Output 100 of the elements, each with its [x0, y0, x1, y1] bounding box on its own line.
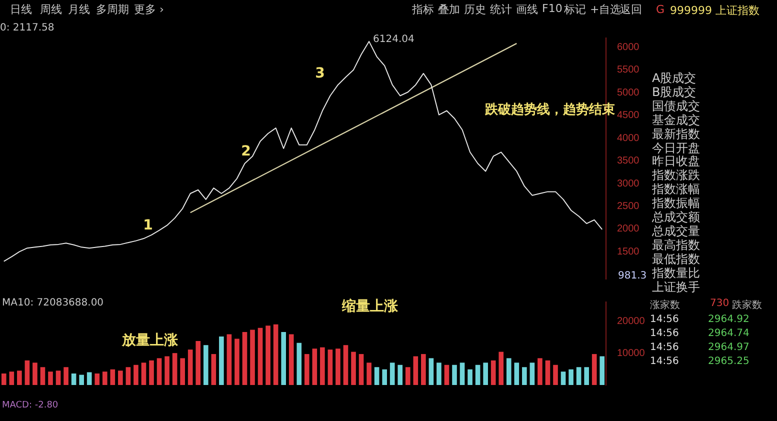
bar: [172, 353, 178, 385]
bar: [164, 356, 170, 385]
bar: [498, 352, 504, 385]
bar: [506, 358, 512, 385]
text: B股成交: [652, 84, 696, 100]
text: 14:56: [650, 356, 679, 367]
annotation: 1: [143, 218, 153, 234]
bar: [94, 374, 100, 385]
text: F10: [542, 2, 562, 15]
bar: [281, 332, 286, 385]
bar: [226, 334, 232, 385]
text: 总成交量: [652, 223, 700, 238]
y-tick-label: 10000: [617, 348, 646, 359]
text: 14:56: [650, 342, 679, 353]
bar: [328, 350, 333, 385]
bar: [304, 354, 310, 385]
bar: [545, 360, 550, 385]
text: 最低指数: [652, 251, 700, 267]
text: 14:56: [650, 328, 679, 339]
bar: [366, 362, 372, 385]
bar: [576, 367, 582, 385]
text: 叠加: [438, 2, 460, 17]
text: 标记: [564, 2, 586, 17]
y-tick-label: 2000: [617, 224, 640, 235]
text: 999999 上证指数: [670, 3, 760, 18]
bar: [196, 340, 201, 385]
text: 最高指数: [652, 237, 700, 253]
text: 统计: [490, 2, 512, 17]
bar: [530, 362, 535, 385]
text: 日线: [10, 2, 32, 17]
text: 2964.97: [708, 342, 750, 353]
text: 指数振幅: [652, 195, 700, 211]
text: 14:56: [650, 314, 679, 325]
bar: [522, 367, 527, 385]
text: 周线: [40, 2, 62, 17]
bar: [460, 362, 465, 385]
bar: [296, 342, 302, 385]
text: 上证换手: [652, 279, 700, 296]
bar: [514, 362, 520, 385]
text: 2964.74: [708, 328, 750, 339]
text: 指标: [412, 2, 434, 17]
y-tick-label: 20000: [617, 316, 646, 327]
text: 最新指数: [652, 126, 700, 142]
bar: [149, 360, 154, 385]
bar: [156, 358, 162, 385]
bar: [436, 362, 442, 385]
text: 今日开盘: [652, 140, 700, 156]
text: 国债成交: [652, 98, 700, 114]
bar: [428, 358, 434, 385]
bar: [382, 369, 387, 385]
bar: [320, 347, 325, 385]
annotation: 跌破趋势线，趋势结束: [484, 101, 615, 118]
bar: [9, 372, 14, 385]
text: 730: [710, 298, 730, 309]
bar: [110, 369, 116, 385]
bar: [452, 364, 457, 385]
bar: [483, 362, 488, 385]
bar: [312, 348, 318, 385]
text: 981.3: [618, 270, 647, 282]
bar: [351, 352, 356, 385]
bar: [56, 370, 61, 385]
annotation: 放量上涨: [121, 332, 179, 349]
bar: [180, 358, 185, 385]
bar: [390, 362, 395, 385]
bar: [79, 374, 84, 385]
bar: [336, 348, 340, 385]
bar: [250, 330, 255, 385]
y-tick-label: 4500: [617, 110, 640, 122]
bar: [444, 364, 450, 385]
text: 0: 2117.58: [0, 22, 54, 34]
bar: [592, 354, 597, 385]
bar: [242, 332, 248, 385]
text: +自选: [590, 2, 622, 17]
bar: [413, 356, 418, 385]
y-tick-label: 3000: [617, 178, 640, 190]
bar: [374, 367, 380, 385]
bar: [203, 345, 208, 385]
bar: [86, 372, 92, 385]
bar: [188, 350, 193, 385]
text: 多周期: [96, 2, 129, 17]
text: A股成交: [652, 70, 696, 86]
bar: [343, 345, 348, 385]
bar: [266, 326, 270, 385]
bar: [17, 370, 22, 385]
text: 更多 ›: [134, 2, 164, 17]
bar: [600, 356, 605, 385]
text: 画线: [516, 2, 538, 17]
bar: [490, 360, 496, 385]
y-tick-label: 2500: [617, 200, 640, 212]
text: 返回: [620, 2, 642, 17]
annotation: 缩量上涨: [341, 298, 399, 315]
bar: [405, 367, 410, 385]
bar: [468, 369, 472, 385]
bar: [273, 324, 278, 385]
annotation: 2: [241, 144, 251, 160]
bar: [288, 334, 294, 385]
text: 昨日收盘: [652, 154, 700, 169]
bar: [234, 338, 240, 385]
bar: [1, 374, 6, 385]
text: 指数量比: [652, 265, 700, 281]
